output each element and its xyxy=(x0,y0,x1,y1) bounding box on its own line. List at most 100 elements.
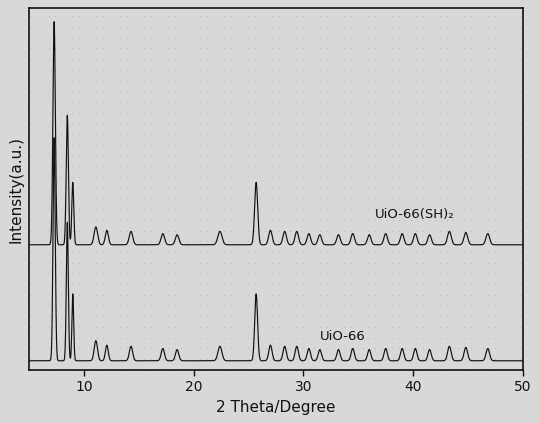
Point xyxy=(195,280,204,287)
Point xyxy=(346,163,355,170)
Point xyxy=(63,99,71,105)
Point xyxy=(274,345,282,352)
Point xyxy=(479,56,488,63)
Point xyxy=(503,345,512,352)
Point xyxy=(382,334,391,341)
Point xyxy=(431,173,440,180)
Point xyxy=(123,302,131,309)
Point xyxy=(219,131,228,137)
Point xyxy=(310,45,319,52)
Point xyxy=(382,280,391,287)
Point xyxy=(105,270,113,277)
Point xyxy=(141,88,150,95)
Point xyxy=(310,345,319,352)
Point xyxy=(141,173,150,180)
Point xyxy=(238,184,246,191)
Point xyxy=(370,259,379,266)
Point xyxy=(449,152,457,159)
Point xyxy=(135,131,144,137)
Point xyxy=(99,99,107,105)
Point xyxy=(268,280,276,287)
Point xyxy=(425,206,434,212)
Point xyxy=(117,313,125,319)
Point xyxy=(111,88,119,95)
Point xyxy=(401,184,409,191)
Point xyxy=(159,334,168,341)
Point xyxy=(123,109,131,116)
Point xyxy=(159,313,168,319)
Point xyxy=(238,56,246,63)
Point xyxy=(171,184,180,191)
Point xyxy=(219,259,228,266)
Point xyxy=(38,249,47,255)
Point xyxy=(418,345,427,352)
Point xyxy=(86,259,95,266)
Point xyxy=(63,77,71,84)
Point xyxy=(382,324,391,330)
Point xyxy=(255,345,264,352)
Point xyxy=(364,173,373,180)
Point xyxy=(310,356,319,363)
Point xyxy=(304,270,313,277)
Point xyxy=(376,238,385,244)
Point xyxy=(213,259,222,266)
Point xyxy=(99,163,107,170)
Point xyxy=(359,249,367,255)
Point xyxy=(147,152,156,159)
Point xyxy=(274,34,282,41)
Point xyxy=(359,334,367,341)
Point xyxy=(238,152,246,159)
Point xyxy=(334,259,343,266)
Point xyxy=(515,217,524,223)
Point xyxy=(165,45,174,52)
Point xyxy=(310,141,319,148)
Point xyxy=(322,66,330,73)
Point xyxy=(32,313,41,319)
Point xyxy=(255,270,264,277)
Point xyxy=(50,99,59,105)
Point xyxy=(141,24,150,30)
Point xyxy=(63,302,71,309)
Point xyxy=(298,77,307,84)
Point xyxy=(485,131,494,137)
Point xyxy=(407,141,415,148)
Point xyxy=(425,313,434,319)
Point xyxy=(491,173,500,180)
Point xyxy=(238,291,246,298)
Point xyxy=(226,24,234,30)
Point xyxy=(328,24,337,30)
Point xyxy=(93,131,102,137)
Point xyxy=(370,238,379,244)
Point xyxy=(437,313,445,319)
Point xyxy=(431,259,440,266)
Point xyxy=(171,206,180,212)
Point xyxy=(352,109,361,116)
Point xyxy=(485,238,494,244)
Point xyxy=(509,249,518,255)
Point xyxy=(491,77,500,84)
Point xyxy=(195,184,204,191)
Point xyxy=(479,88,488,95)
Point xyxy=(401,131,409,137)
Point xyxy=(322,366,330,373)
Point xyxy=(159,302,168,309)
Point xyxy=(38,313,47,319)
Point xyxy=(473,99,482,105)
Point xyxy=(485,195,494,202)
Point xyxy=(207,77,216,84)
Point xyxy=(69,99,77,105)
Point xyxy=(50,302,59,309)
Point xyxy=(244,356,252,363)
Point xyxy=(86,270,95,277)
Point xyxy=(75,334,83,341)
Point xyxy=(346,217,355,223)
Point xyxy=(147,131,156,137)
Point xyxy=(340,131,349,137)
Point xyxy=(50,163,59,170)
Point xyxy=(50,24,59,30)
Point xyxy=(63,291,71,298)
Point xyxy=(141,291,150,298)
Point xyxy=(255,313,264,319)
Point xyxy=(449,77,457,84)
Point xyxy=(388,120,397,127)
